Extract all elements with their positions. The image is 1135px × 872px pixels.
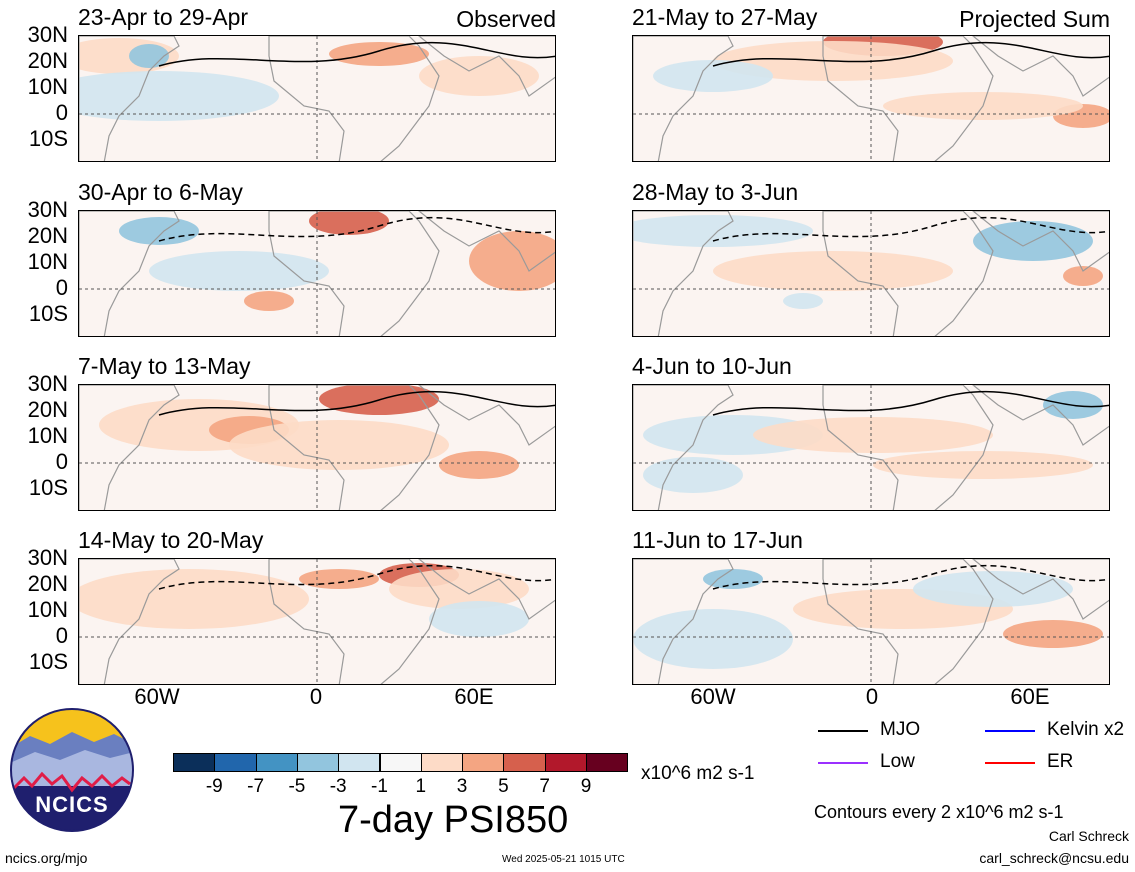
panel-period-left-1: 23-Apr to 29-Apr xyxy=(78,4,249,30)
colorbar-cell xyxy=(255,753,298,772)
colorbar-cell xyxy=(420,753,464,772)
colorbar-tick-label: -5 xyxy=(288,776,306,797)
panel-period-right-3: 4-Jun to 10-Jun xyxy=(632,353,792,379)
lat-label: 10S xyxy=(28,301,68,326)
map-panel-right-1 xyxy=(632,35,1110,162)
colorbar-tick-label: 9 xyxy=(580,776,592,797)
colorbar-cell xyxy=(296,753,340,772)
lat-label: 30N xyxy=(27,545,68,570)
lat-label: 0 xyxy=(55,623,68,648)
colorbar-cell xyxy=(338,753,381,772)
footer-email: carl_schreck@ncsu.edu xyxy=(979,850,1129,866)
lon-label: 60W xyxy=(690,684,736,709)
map-panel-left-4 xyxy=(78,558,556,685)
lat-label: 10N xyxy=(27,249,68,274)
map-panel-left-2 xyxy=(78,210,556,337)
panel-tag-right: Projected Sum xyxy=(959,6,1110,32)
colorbar-cell xyxy=(586,753,629,772)
contour-note: Contours every 2 x10^6 m2 s-1 xyxy=(814,802,1064,822)
footer-timestamp: Wed 2025-05-21 1015 UTC xyxy=(502,854,625,865)
colorbar-tick-label: -7 xyxy=(247,776,265,797)
colorbar-tick-label: -9 xyxy=(205,776,223,797)
main-title: 7-day PSI850 xyxy=(338,799,569,841)
colorbar-cell xyxy=(214,753,257,772)
panel-period-left-2: 30-Apr to 6-May xyxy=(78,179,243,205)
panel-period-right-4: 11-Jun to 17-Jun xyxy=(632,527,803,553)
lat-label: 20N xyxy=(27,397,68,422)
map-panel-right-4 xyxy=(632,558,1110,685)
colorbar-units: x10^6 m2 s-1 xyxy=(641,763,755,784)
map-panel-left-3 xyxy=(78,384,556,511)
lon-label: 60W xyxy=(134,684,180,709)
ncics-logo: NCICS xyxy=(10,708,134,832)
lat-label: 10S xyxy=(28,649,68,674)
panel-period-left-3: 7-May to 13-May xyxy=(78,353,251,379)
colorbar-tick-label: -3 xyxy=(329,776,347,797)
colorbar-tick-label: 3 xyxy=(456,776,468,797)
colorbar-cell xyxy=(173,753,216,772)
legend-line-er xyxy=(985,762,1035,764)
lon-label: 0 xyxy=(309,684,323,709)
colorbar-cell xyxy=(462,753,505,772)
legend-label: MJO xyxy=(880,719,921,740)
lat-label: 20N xyxy=(27,571,68,596)
panel-tag-left: Observed xyxy=(456,6,556,32)
panel-period-right-2: 28-May to 3-Jun xyxy=(632,179,799,205)
panel-period-left-4: 14-May to 20-May xyxy=(78,527,264,553)
lat-label: 0 xyxy=(55,275,68,300)
lat-label: 10N xyxy=(27,423,68,448)
colorbar-tick-label: -1 xyxy=(371,776,388,797)
colorbar-cell xyxy=(379,753,422,772)
lat-label: 20N xyxy=(27,223,68,248)
legend-label: Kelvin x2 xyxy=(1047,719,1125,740)
lat-label: 30N xyxy=(27,197,68,222)
lat-label: 10S xyxy=(28,475,68,500)
legend-line-mjo xyxy=(818,730,868,732)
footer-author: Carl Schreck xyxy=(1048,828,1129,844)
lat-label: 20N xyxy=(27,48,68,73)
legend-line-low xyxy=(818,762,868,764)
legend-label: Low xyxy=(880,751,915,772)
lat-label: 10S xyxy=(28,126,68,151)
lat-label: 0 xyxy=(55,100,68,125)
colorbar-tick-label: 7 xyxy=(539,776,550,797)
lat-label: 30N xyxy=(27,22,68,47)
lat-label: 10N xyxy=(27,597,68,622)
lat-label: 30N xyxy=(27,371,68,396)
lon-label: 60E xyxy=(1010,684,1050,709)
map-panel-right-2 xyxy=(632,210,1110,337)
footer-url: ncics.org/mjo xyxy=(5,850,88,866)
legend-label: ER xyxy=(1047,751,1074,772)
map-panel-left-1 xyxy=(78,35,556,162)
colorbar-cell xyxy=(503,753,546,772)
panel-period-right-1: 21-May to 27-May xyxy=(632,4,818,30)
lat-label: 10N xyxy=(27,74,68,99)
lon-label: 0 xyxy=(865,684,879,709)
map-panel-right-3 xyxy=(632,384,1110,511)
lon-label: 60E xyxy=(454,684,494,709)
legend-line-kelvin-x2 xyxy=(985,730,1035,732)
lat-label: 0 xyxy=(55,449,68,474)
colorbar-cell xyxy=(544,753,587,772)
logo-text: NCICS xyxy=(35,792,108,817)
colorbar-tick-label: 5 xyxy=(498,776,509,797)
colorbar-tick-label: 1 xyxy=(415,776,427,797)
